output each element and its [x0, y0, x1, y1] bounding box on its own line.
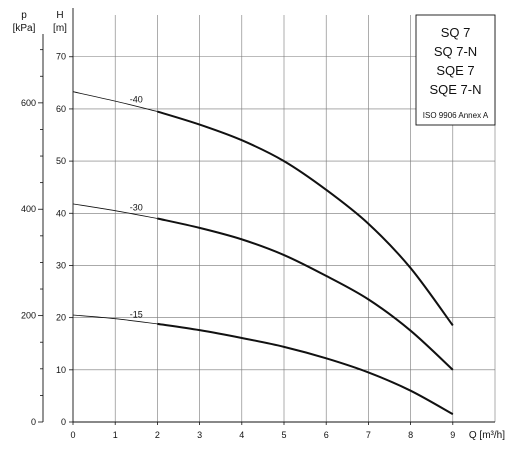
head-tick-label: 10 — [56, 365, 66, 375]
standard-note-label: ISO 9906 Annex A — [423, 111, 489, 120]
model-name-label: SQE 7-N — [429, 82, 481, 97]
model-name-label: SQ 7 — [441, 25, 471, 40]
head-tick-label: 20 — [56, 313, 66, 323]
head-axis-unit: [m] — [53, 23, 67, 34]
x-tick-label: 8 — [408, 430, 413, 440]
x-tick-label: 9 — [450, 430, 455, 440]
x-tick-label: 5 — [281, 430, 286, 440]
head-tick-label: 60 — [56, 104, 66, 114]
series: -40 -30 -15 — [72, 91, 454, 416]
head-tick-label: 30 — [56, 260, 66, 270]
x-tick-label: 0 — [70, 430, 75, 440]
head-tick-label: 70 — [56, 52, 66, 62]
pressure-axis-title: p — [21, 10, 27, 21]
model-name-label: SQE 7 — [436, 63, 474, 78]
pressure-tick-label: 200 — [21, 311, 36, 321]
axes: 0 10 20 30 40 50 60 70 H [m] 0 200 400 600 p [kPa] 0 1 2 3 4… — [13, 8, 505, 441]
x-axis-title: Q [m³/h] — [469, 430, 505, 441]
series-curve-minus40 — [157, 110, 454, 327]
x-tick-label: 3 — [197, 430, 202, 440]
pressure-tick-label: 600 — [21, 98, 36, 108]
series-curve-low-flow-minus15 — [72, 314, 158, 325]
head-tick-label: 50 — [56, 156, 66, 166]
series-curve-minus30 — [157, 217, 454, 371]
x-tick-label: 6 — [324, 430, 329, 440]
pressure-tick-label: 0 — [31, 417, 36, 427]
x-tick-label: 1 — [113, 430, 118, 440]
head-tick-label: 0 — [61, 417, 66, 427]
pressure-tick-label: 400 — [21, 204, 36, 214]
series-label: -30 — [130, 203, 143, 213]
legend-box-frame — [415, 14, 496, 126]
series-curve-low-flow-minus30 — [72, 203, 158, 219]
model-name-label: SQ 7-N — [434, 44, 477, 59]
pressure-axis-unit: [kPa] — [13, 23, 36, 34]
series-label: -40 — [130, 94, 143, 104]
series-curve-minus15 — [157, 322, 454, 416]
head-tick-label: 40 — [56, 208, 66, 218]
head-axis-title: H — [56, 10, 63, 21]
legend-box: SQ 7 SQ 7-N SQE 7 SQE 7-N ISO 9906 Annex A — [415, 14, 496, 126]
series-label: -15 — [130, 309, 143, 319]
series-curve-low-flow-minus40 — [72, 91, 158, 112]
x-tick-label: 7 — [366, 430, 371, 440]
x-tick-label: 4 — [239, 430, 244, 440]
x-tick-label: 2 — [155, 430, 160, 440]
